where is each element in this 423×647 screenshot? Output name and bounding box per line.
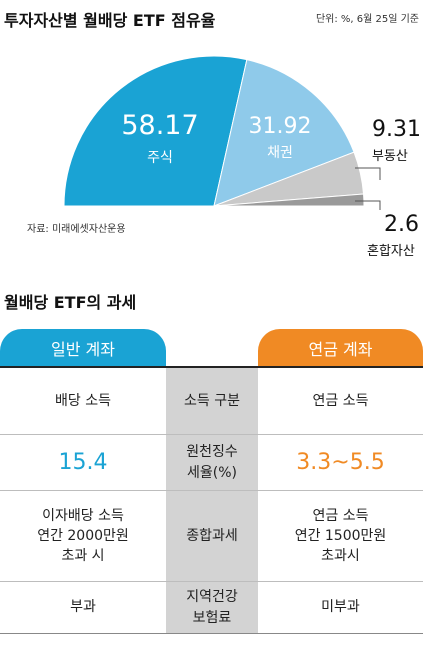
column-header-pension-account: 연금 계좌: [258, 329, 423, 367]
pie-slice-stocks: [63, 55, 248, 207]
table-bottom-line: [0, 633, 423, 634]
pension-row-1: 연금 소득: [312, 392, 369, 409]
general-row-1: 배당 소득: [55, 392, 111, 409]
column-header-general-account: 일반 계좌: [0, 329, 166, 367]
general-row-4: 부과: [70, 599, 96, 616]
source-note: 자료: 미래에셋자산운용: [27, 224, 126, 235]
category-row-2: 원천징수 세율(%): [186, 444, 238, 481]
pie-slice-bonds: [213, 59, 355, 207]
leader-line-real-estate: [355, 167, 381, 180]
general-row-3: 이자배당 소득 연간 2000만원 초과 시: [37, 507, 129, 565]
category-column: [166, 368, 258, 633]
chart-title: 투자자산별 월배당 ETF 점유율: [4, 11, 216, 30]
slice-label-real-estate: 부동산: [372, 149, 408, 164]
general-row-2: 15.4: [58, 449, 108, 475]
pie-slice-mixed: [213, 193, 365, 207]
value-label-stocks: 58.17: [121, 110, 199, 141]
value-label-bonds: 31.92: [248, 114, 312, 139]
category-row-1: 소득 구분: [184, 392, 240, 409]
tax-table-title: 월배당 ETF의 과세: [4, 293, 137, 312]
category-row-4: 지역건강 보험료: [186, 589, 238, 626]
slice-label-mixed: 혼합자산: [367, 244, 415, 259]
slice-label-stocks: 주식: [147, 150, 173, 166]
value-label-real-estate: 9.31: [372, 117, 421, 142]
leader-line-mixed: [355, 200, 381, 210]
pension-row-2: 3.3~5.5: [296, 449, 385, 475]
value-label-mixed: 2.6: [384, 212, 419, 237]
category-row-3: 종합과세: [186, 527, 238, 544]
slice-label-bonds: 채권: [267, 145, 293, 161]
unit-note: 단위: %, 6월 25일 기준: [315, 14, 419, 25]
header-divider: [0, 366, 423, 368]
pie-chart: [63, 55, 381, 210]
pension-row-4: 미부과: [321, 599, 360, 616]
pension-row-3: 연금 소득 연간 1500만원 초과시: [294, 507, 387, 565]
